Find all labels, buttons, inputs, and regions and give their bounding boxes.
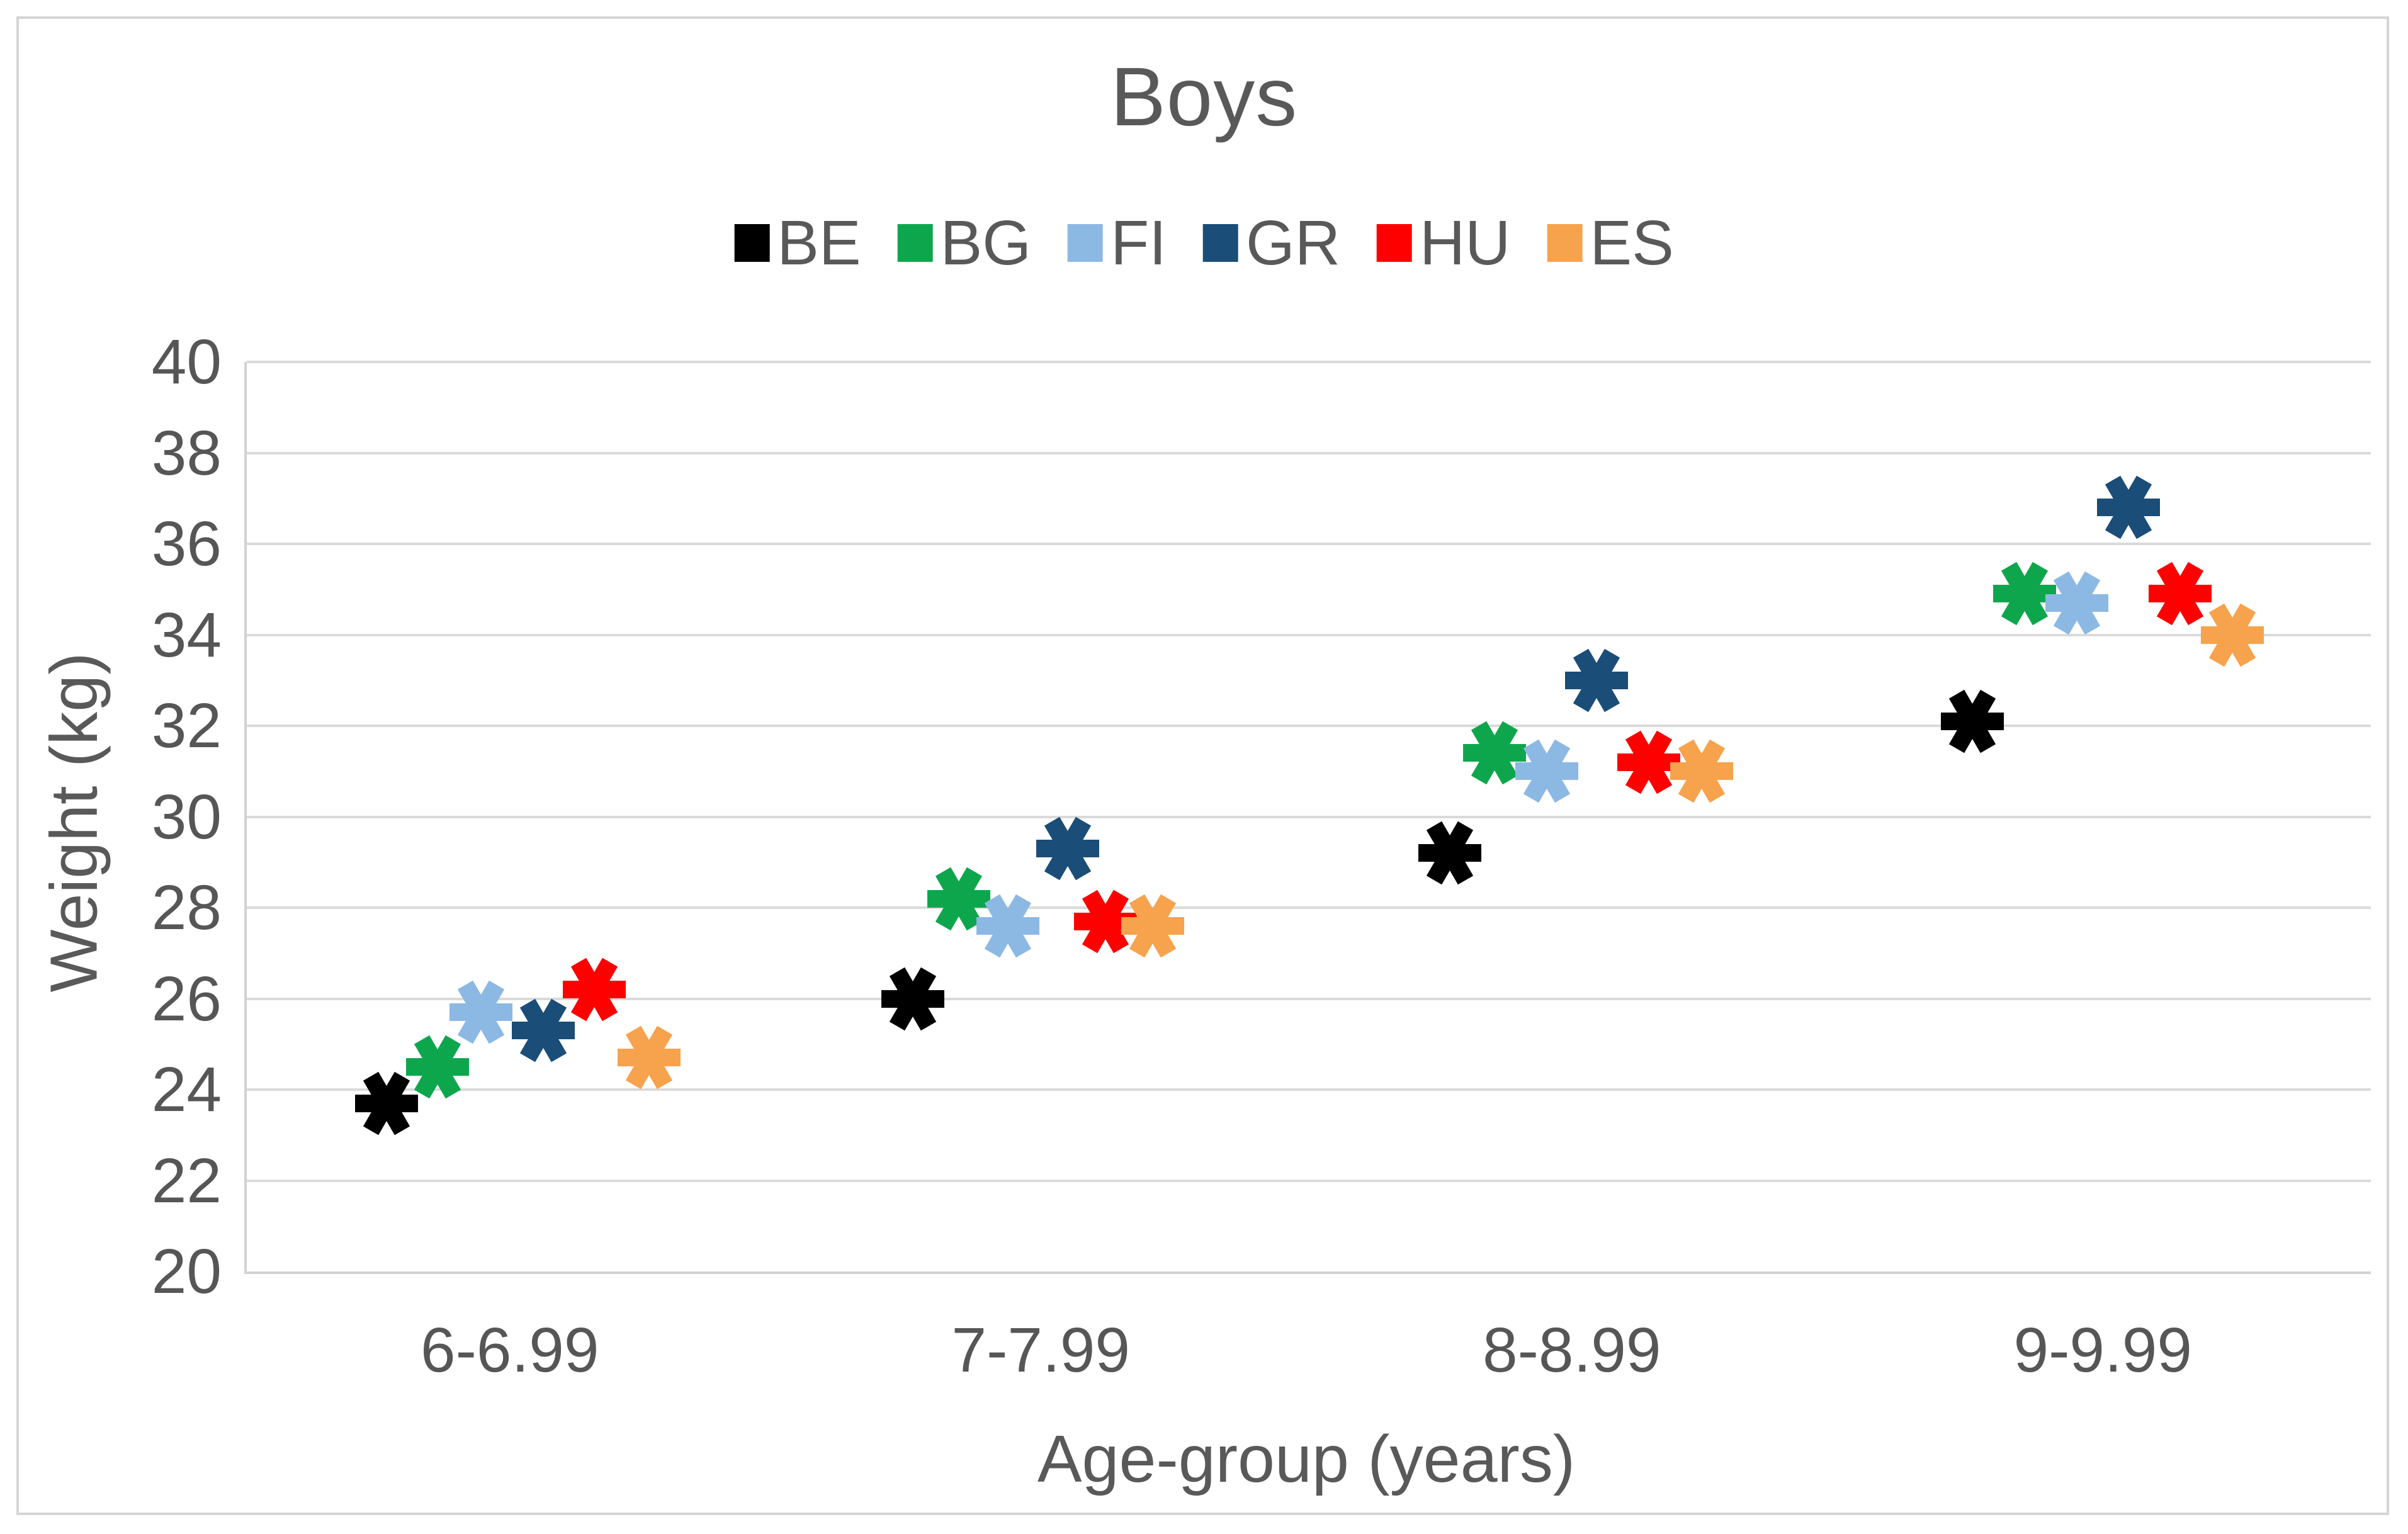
gridline-36: [247, 543, 2371, 545]
marker-GR-9-9.99: [2097, 475, 2161, 539]
marker-BE-9-9.99: [1941, 689, 2004, 753]
gridline-32: [247, 725, 2371, 727]
legend-item-GR: GR: [1202, 208, 1340, 278]
marker-FI-7-7.99: [976, 894, 1040, 958]
chart-title: Boys: [1110, 50, 1298, 143]
y-tick-label-32: 32: [151, 691, 222, 761]
marker-ES-7-7.99: [1121, 894, 1185, 958]
legend: BE BG FI GR HU ES: [734, 211, 1674, 274]
marker-FI-9-9.99: [2045, 571, 2109, 635]
marker-BG-6-6.99: [405, 1035, 469, 1099]
gridline-34: [247, 633, 2371, 636]
legend-swatch-HU: [1376, 224, 1412, 262]
marker-BG-8-8.99: [1462, 721, 1526, 785]
marker-HU-6-6.99: [562, 957, 626, 1022]
y-tick-label-30: 30: [151, 781, 222, 852]
legend-swatch-ES: [1547, 224, 1583, 262]
figure-border: [16, 16, 2389, 1515]
marker-FI-8-8.99: [1515, 739, 1578, 803]
legend-swatch-GR: [1202, 224, 1238, 262]
marker-BG-7-7.99: [927, 867, 991, 930]
marker-GR-6-6.99: [511, 998, 575, 1063]
x-tick-label-6-6.99: 6-6.99: [420, 1315, 599, 1385]
legend-label: FI: [1111, 208, 1167, 278]
legend-swatch-FI: [1068, 224, 1104, 262]
plot-area: [244, 361, 2371, 1274]
marker-ES-8-8.99: [1670, 739, 1733, 803]
marker-BG-9-9.99: [1993, 562, 2057, 626]
gridline-26: [247, 997, 2371, 1000]
gridline-22: [247, 1179, 2371, 1182]
y-tick-label-36: 36: [151, 509, 222, 579]
legend-item-FI: FI: [1068, 211, 1167, 274]
y-tick-label-34: 34: [151, 599, 222, 670]
marker-FI-6-6.99: [449, 980, 512, 1044]
y-tick-label-20: 20: [151, 1236, 222, 1307]
legend-label: ES: [1590, 208, 1674, 278]
legend-item-BE: BE: [734, 211, 861, 274]
y-tick-label-38: 38: [151, 417, 222, 488]
gridline-24: [247, 1088, 2371, 1091]
legend-swatch-BE: [734, 224, 770, 262]
marker-BE-7-7.99: [881, 967, 945, 1030]
x-tick-label-9-9.99: 9-9.99: [2013, 1315, 2193, 1385]
marker-GR-8-8.99: [1564, 648, 1628, 713]
legend-item-HU: HU: [1376, 208, 1511, 278]
y-tick-label-26: 26: [151, 963, 222, 1034]
gridline-28: [247, 906, 2371, 909]
legend-item-BG: BG: [897, 208, 1032, 278]
legend-item-ES: ES: [1547, 208, 1674, 278]
marker-BE-8-8.99: [1418, 821, 1481, 885]
y-tick-label-22: 22: [151, 1145, 222, 1216]
gridline-30: [247, 815, 2371, 818]
legend-swatch-BG: [897, 224, 933, 262]
y-tick-label-40: 40: [151, 327, 222, 397]
y-tick-label-28: 28: [151, 872, 222, 943]
legend-label: GR: [1245, 208, 1340, 278]
marker-HU-9-9.99: [2149, 562, 2212, 626]
legend-label: HU: [1419, 208, 1511, 278]
marker-BE-6-6.99: [354, 1071, 418, 1135]
legend-label: BE: [777, 208, 861, 278]
legend-label: BG: [940, 208, 1032, 278]
marker-GR-7-7.99: [1036, 816, 1100, 881]
x-axis-title: Age-group (years): [1037, 1422, 1576, 1496]
marker-ES-9-9.99: [2201, 603, 2264, 667]
y-tick-label-24: 24: [151, 1054, 222, 1125]
gridline-38: [247, 451, 2371, 454]
x-tick-label-7-7.99: 7-7.99: [951, 1315, 1131, 1385]
gridline-40: [247, 361, 2371, 363]
x-tick-label-8-8.99: 8-8.99: [1482, 1315, 1661, 1385]
marker-HU-8-8.99: [1617, 730, 1680, 794]
marker-ES-6-6.99: [617, 1026, 681, 1090]
